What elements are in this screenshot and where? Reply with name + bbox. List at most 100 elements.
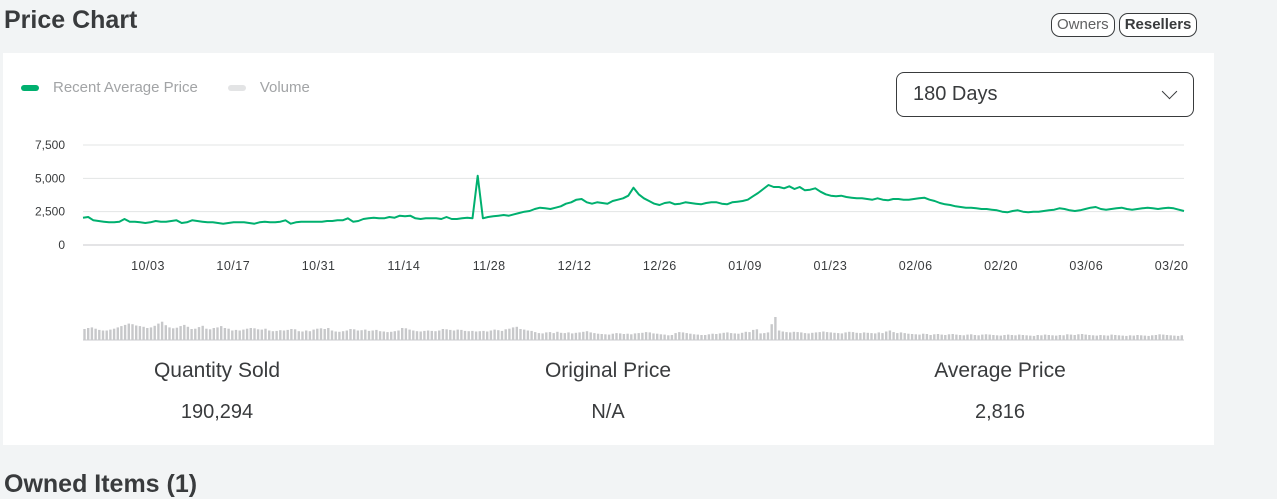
volume-bar xyxy=(408,329,411,340)
volume-bar xyxy=(419,331,422,340)
legend-label-volume: Volume xyxy=(259,79,310,96)
volume-bar xyxy=(279,330,282,340)
volume-bar xyxy=(888,330,892,340)
volume-bar xyxy=(1106,335,1110,340)
volume-bar xyxy=(545,332,548,340)
volume-bar xyxy=(212,328,215,340)
volume-bar xyxy=(696,334,699,340)
x-tick-label: 11/28 xyxy=(473,259,506,273)
volume-bar xyxy=(478,331,481,340)
volume-bar xyxy=(874,333,877,340)
volume-bar xyxy=(330,330,334,340)
y-tick-label: 7,500 xyxy=(35,138,65,152)
period-select[interactable]: 180 Days xyxy=(896,72,1194,117)
volume-bar xyxy=(149,327,153,340)
volume-bar xyxy=(1077,334,1080,340)
volume-bar xyxy=(755,329,759,340)
volume-bar xyxy=(678,332,681,340)
volume-bar xyxy=(105,330,108,340)
legend-item-price[interactable]: Recent Average Price xyxy=(21,79,198,96)
resellers-button[interactable]: Resellers xyxy=(1118,13,1198,37)
volume-bar xyxy=(947,334,951,340)
volume-bar xyxy=(90,327,94,340)
x-tick-label: 10/31 xyxy=(302,259,336,273)
volume-bar xyxy=(729,333,733,340)
volume-bar xyxy=(386,332,389,340)
volume-bar xyxy=(164,325,167,340)
volume-bar xyxy=(530,330,533,340)
view-toggle-group: Owners Resellers xyxy=(1051,13,1198,37)
volume-bar xyxy=(940,334,943,340)
volume-bar xyxy=(349,329,352,340)
volume-bar xyxy=(1014,335,1017,340)
volume-bar xyxy=(977,335,980,340)
volume-bar xyxy=(1099,335,1102,340)
legend-item-volume[interactable]: Volume xyxy=(227,79,310,96)
volume-bar xyxy=(833,332,836,340)
y-tick-label: 0 xyxy=(58,238,65,252)
volume-bar xyxy=(190,329,193,340)
volume-bar xyxy=(752,329,755,340)
volume-bar xyxy=(1147,335,1150,340)
volume-bar xyxy=(585,331,589,340)
volume-bar xyxy=(958,335,962,340)
volume-bar xyxy=(1010,335,1014,340)
volume-bar xyxy=(438,330,441,340)
stat-original-price: Original Price N/A xyxy=(458,359,758,424)
volume-bar xyxy=(777,330,781,340)
volume-bar xyxy=(220,326,223,340)
volume-bar xyxy=(973,335,977,340)
volume-bar xyxy=(1051,335,1054,340)
volume-bar xyxy=(423,330,426,340)
volume-bar xyxy=(633,333,637,340)
volume-bar xyxy=(718,333,722,340)
volume-bar xyxy=(574,332,578,340)
volume-bar xyxy=(1176,335,1180,340)
volume-bar xyxy=(829,332,832,340)
volume-bar xyxy=(1125,335,1128,340)
volume-bar xyxy=(168,327,171,340)
volume-bar xyxy=(94,328,97,340)
volume-bar xyxy=(962,335,965,340)
volume-bar xyxy=(1132,335,1135,340)
volume-bar xyxy=(1121,335,1124,340)
volume-bar xyxy=(803,333,807,340)
volume-bar xyxy=(922,333,925,340)
volume-bar xyxy=(774,317,777,340)
volume-bar xyxy=(556,331,559,340)
x-tick-label: 03/06 xyxy=(1069,259,1103,273)
volume-bar xyxy=(312,329,315,340)
owners-button[interactable]: Owners xyxy=(1051,13,1115,37)
volume-bar xyxy=(493,329,496,340)
volume-bar xyxy=(426,330,430,340)
volume-bar xyxy=(641,332,644,340)
volume-bar xyxy=(648,332,651,340)
volume-bar xyxy=(877,332,880,340)
volume-bar xyxy=(537,333,541,340)
volume-bar xyxy=(1021,335,1025,340)
volume-bar xyxy=(131,324,134,340)
volume-bar xyxy=(297,331,300,340)
volume-bar xyxy=(112,328,116,340)
volume-bar xyxy=(157,323,160,340)
volume-bar xyxy=(120,326,123,340)
volume-bar xyxy=(412,330,415,340)
volume-bar xyxy=(323,329,326,340)
volume-bar xyxy=(589,332,592,340)
volume-bar xyxy=(1018,334,1021,340)
volume-bar xyxy=(364,329,367,340)
volume-bar xyxy=(334,331,337,340)
volume-bar xyxy=(404,328,408,340)
volume-bar xyxy=(489,330,493,340)
volume-bar xyxy=(142,326,145,340)
volume-bar xyxy=(83,329,86,340)
volume-bar xyxy=(201,325,204,340)
volume-bar xyxy=(1143,335,1147,340)
volume-bar xyxy=(353,329,356,340)
volume-bar xyxy=(1047,335,1050,340)
volume-bar xyxy=(183,324,186,340)
stat-label: Original Price xyxy=(544,359,672,382)
volume-bar xyxy=(327,328,330,340)
volume-bar xyxy=(822,331,825,340)
volume-bar xyxy=(305,330,308,340)
